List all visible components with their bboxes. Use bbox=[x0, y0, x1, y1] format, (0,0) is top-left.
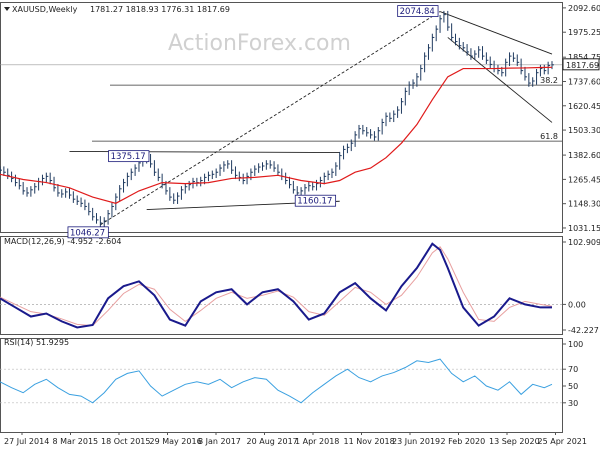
watermark: ActionForex.com bbox=[168, 31, 351, 56]
x-tick-label: 29 May 2016 bbox=[150, 437, 202, 446]
macd-y-tick-label: -42.227 bbox=[568, 326, 599, 335]
price-y-tick-label: 1031.15 bbox=[568, 224, 600, 233]
rsi-line bbox=[0, 358, 553, 404]
rsi-title: RSI(14) 51.9295 bbox=[4, 338, 69, 347]
macd-y-tick-label: 102.909 bbox=[568, 238, 600, 247]
down-triangle-icon bbox=[4, 7, 10, 11]
macd-title: MACD(12,26,9) -4.952 -2.604 bbox=[4, 237, 121, 246]
rsi-y-tick-label: 100 bbox=[568, 340, 583, 349]
x-tick-label: 23 Jun 2019 bbox=[392, 437, 440, 446]
x-tick-label: 1 Apr 2018 bbox=[295, 437, 339, 446]
trendline bbox=[439, 11, 553, 55]
panel-frame-price bbox=[0, 2, 563, 233]
trendline bbox=[447, 37, 553, 123]
annotation-label: 1046.27 bbox=[70, 228, 105, 238]
panel-frame-rsi bbox=[0, 338, 563, 433]
rsi-y-tick-label: 30 bbox=[568, 399, 578, 408]
rsi-y-tick-label: 70 bbox=[568, 365, 578, 374]
symbol-label: XAUUSD,Weekly bbox=[12, 5, 78, 14]
header: XAUUSD,Weekly 1781.27 1818.93 1776.31 18… bbox=[4, 5, 230, 14]
annotation-box bbox=[67, 226, 109, 239]
price-y-tick-label: 1382.60 bbox=[568, 151, 600, 160]
x-tick-label: 20 Aug 2017 bbox=[247, 437, 298, 446]
macd-line bbox=[0, 242, 552, 329]
price-y-tick-label: 2092.60 bbox=[568, 4, 600, 13]
x-tick-label: 8 Mar 2015 bbox=[53, 437, 99, 446]
current-price-label: 1817.69 bbox=[566, 61, 599, 70]
x-tick-label: 13 Sep 2020 bbox=[489, 437, 540, 446]
price-y-tick-label: 1854.75 bbox=[568, 53, 600, 62]
ohlc-label: 1781.27 1818.93 1776.31 1817.69 bbox=[90, 5, 230, 14]
x-tick-label: 11 Nov 2018 bbox=[344, 437, 395, 446]
moving-average-line bbox=[0, 66, 553, 204]
panel-frame-macd bbox=[0, 236, 563, 335]
fib-label: 61.8 bbox=[540, 132, 558, 141]
fib-label: 38.2 bbox=[540, 76, 558, 85]
trendline bbox=[100, 11, 441, 226]
rsi-y-tick-label: 50 bbox=[568, 382, 578, 391]
current-price-box bbox=[562, 58, 600, 71]
price-y-tick-label: 1975.25 bbox=[568, 28, 600, 37]
x-tick-label: 2 Feb 2020 bbox=[441, 437, 486, 446]
annotation-label: 1160.17 bbox=[297, 197, 332, 207]
price-y-tick-label: 1503.30 bbox=[568, 126, 600, 135]
x-tick-label: 27 Jul 2014 bbox=[4, 437, 49, 446]
x-tick-label: 18 Oct 2015 bbox=[101, 437, 150, 446]
price-y-tick-label: 1737.60 bbox=[568, 77, 600, 86]
x-tick-label: 8 Jan 2017 bbox=[198, 437, 241, 446]
x-tick-label: 25 Apr 2021 bbox=[538, 437, 587, 446]
annotation-box bbox=[397, 5, 439, 17]
annotation-box bbox=[108, 150, 150, 163]
annotation-label: 2074.84 bbox=[400, 7, 435, 17]
annotation-label: 1375.17 bbox=[111, 152, 146, 162]
macd-y-tick-label: 0.00 bbox=[568, 300, 586, 309]
price-y-tick-label: 1620.45 bbox=[568, 102, 600, 111]
price-y-tick-label: 1148.30 bbox=[568, 200, 600, 209]
price-y-tick-label: 1265.45 bbox=[568, 175, 600, 184]
annotation-box bbox=[294, 194, 337, 207]
